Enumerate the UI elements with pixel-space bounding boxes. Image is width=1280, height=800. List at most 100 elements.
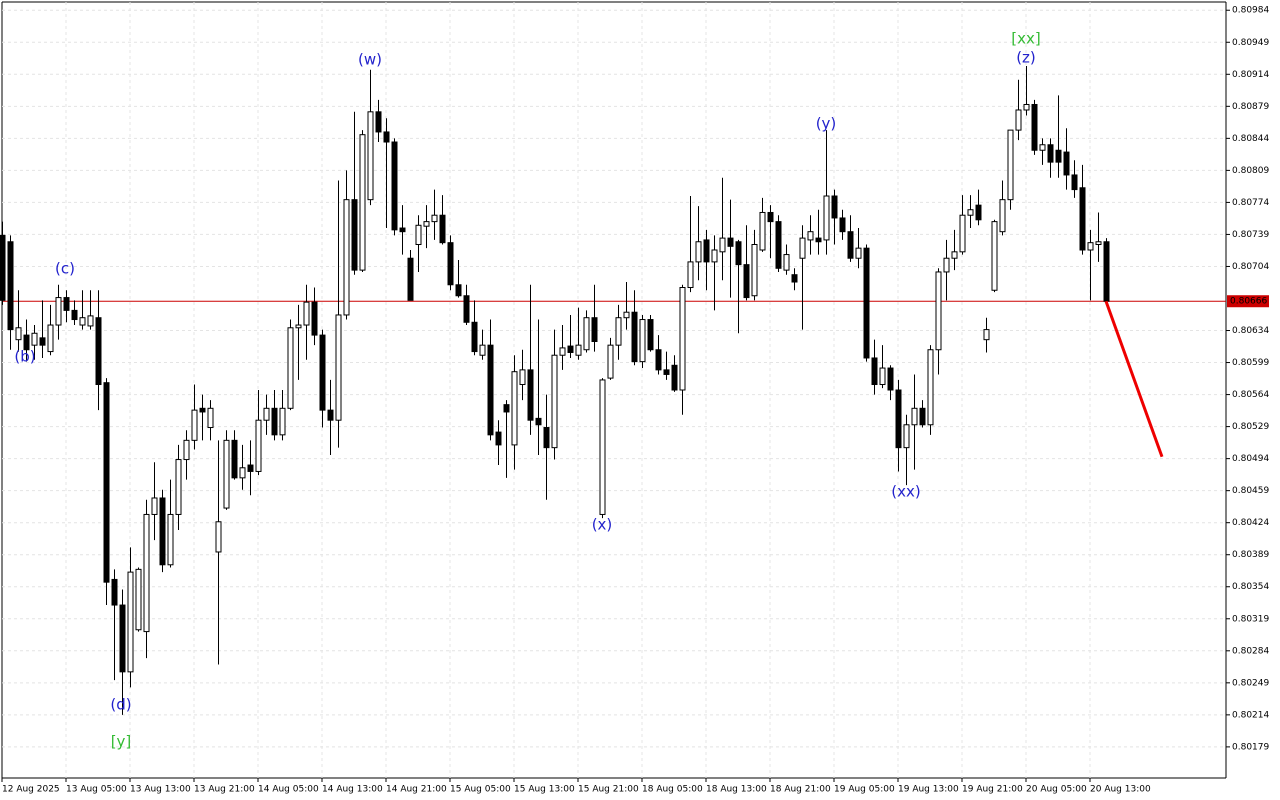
y-tick-label: 0.80249 <box>1232 678 1269 688</box>
candle-body <box>591 317 598 343</box>
x-tick-label: 20 Aug 05:00 <box>1026 785 1087 795</box>
candle-body <box>919 407 926 426</box>
y-tick-label: 0.80704 <box>1232 262 1269 272</box>
candle-body <box>511 371 518 446</box>
candle-body <box>407 257 414 301</box>
candle-body <box>183 439 190 461</box>
candle-body <box>495 431 502 446</box>
candle-body <box>759 211 766 251</box>
candle-body <box>47 324 54 353</box>
candle-body <box>135 568 142 631</box>
candle-body <box>159 497 166 566</box>
wave-label: (w) <box>358 51 382 69</box>
candle-body <box>1031 103 1038 151</box>
candle-body <box>631 311 638 363</box>
x-tick-label: 18 Aug 21:00 <box>770 785 831 795</box>
candle-body <box>655 349 662 371</box>
y-tick-label: 0.80914 <box>1232 70 1269 80</box>
candle-body <box>415 224 422 246</box>
candle-body <box>191 409 198 441</box>
candle-body <box>335 314 342 421</box>
x-tick-label: 19 Aug 21:00 <box>962 785 1023 795</box>
y-tick-label: 0.80564 <box>1232 390 1269 400</box>
candle-body <box>279 407 286 436</box>
candle-body <box>319 334 326 411</box>
x-tick-label: 19 Aug 13:00 <box>898 785 959 795</box>
candle-body <box>999 199 1006 233</box>
candle-body <box>439 214 446 244</box>
candle-body <box>271 407 278 436</box>
candle-body <box>103 382 110 583</box>
candle-body <box>567 345 574 353</box>
candle-body <box>359 134 366 271</box>
candle-body <box>959 214 966 253</box>
candle-body <box>719 237 726 253</box>
candle-body <box>775 221 782 269</box>
candle-body <box>1103 241 1110 302</box>
candle-body <box>111 578 118 606</box>
candle-body <box>167 513 174 566</box>
candle-body <box>951 251 958 259</box>
x-tick-label: 13 Aug 05:00 <box>66 785 127 795</box>
candle-body <box>31 332 38 346</box>
candle-body <box>303 301 310 326</box>
candle-body <box>599 379 606 515</box>
wave-label: (d) <box>110 696 131 714</box>
candle-body <box>1007 129 1014 201</box>
candle-body <box>207 407 214 429</box>
candle-body <box>423 221 430 227</box>
candle-body <box>375 111 382 133</box>
candle-body <box>975 204 982 221</box>
candle-body <box>367 111 374 201</box>
candle-body <box>287 327 294 409</box>
candle-body <box>735 241 742 266</box>
candle-body <box>1055 149 1062 163</box>
candle-body <box>519 369 526 386</box>
wave-label: [xx] <box>1011 30 1040 48</box>
candle-body <box>815 237 822 243</box>
candle-body <box>463 295 470 323</box>
y-tick-label: 0.80774 <box>1232 198 1269 208</box>
candle-body <box>575 344 582 356</box>
candle-body <box>71 309 78 321</box>
candle-body <box>231 439 238 479</box>
candle-body <box>711 249 718 263</box>
candle-body <box>399 227 406 233</box>
x-tick-label: 15 Aug 05:00 <box>450 785 511 795</box>
y-tick-label: 0.80319 <box>1232 614 1269 624</box>
candle-body <box>687 261 694 289</box>
candle-body <box>535 417 542 426</box>
candle-body <box>391 141 398 231</box>
candle-body <box>903 424 910 449</box>
candle-body <box>639 319 646 363</box>
candle-body <box>895 389 902 449</box>
candle-body <box>607 344 614 379</box>
candle-body <box>799 237 806 259</box>
candle-body <box>855 247 862 259</box>
candle-body <box>879 367 886 386</box>
y-tick-label: 0.80179 <box>1232 742 1269 752</box>
candle-body <box>119 604 126 673</box>
candle-body <box>743 264 750 299</box>
candle-body <box>887 367 894 391</box>
candle-body <box>831 195 838 219</box>
candle-body <box>791 274 798 283</box>
candle-body <box>863 247 870 359</box>
y-tick-label: 0.80494 <box>1232 454 1269 464</box>
x-tick-label: 20 Aug 13:00 <box>1090 785 1151 795</box>
candle-body <box>935 271 942 351</box>
candle-body <box>871 357 878 386</box>
candle-body <box>615 317 622 346</box>
candle-body <box>1015 109 1022 131</box>
y-tick-label: 0.80844 <box>1232 134 1269 144</box>
candle-body <box>87 315 94 327</box>
candle-body <box>95 317 102 386</box>
y-tick-label: 0.80984 <box>1232 6 1269 16</box>
candle-body <box>39 337 46 346</box>
candle-body <box>1087 242 1094 251</box>
x-tick-label: 14 Aug 21:00 <box>386 785 447 795</box>
candle-body <box>1079 187 1086 251</box>
candle-body <box>215 521 222 553</box>
